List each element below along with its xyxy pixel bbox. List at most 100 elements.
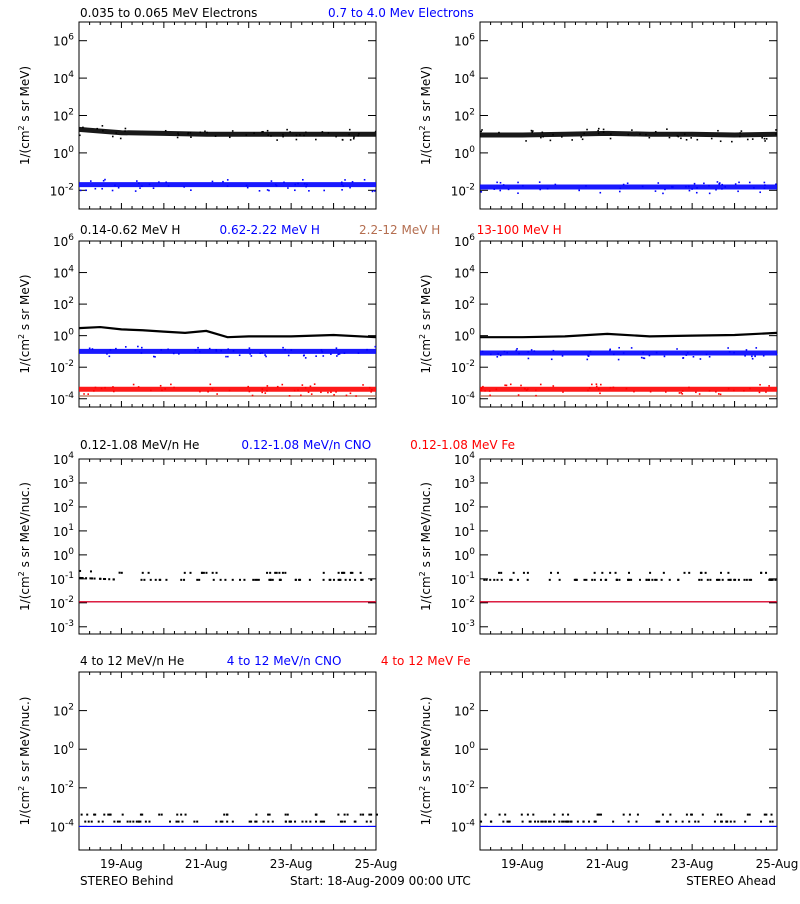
data-point [583, 578, 586, 581]
data-point [480, 389, 483, 392]
data-point [330, 391, 332, 394]
data-point [269, 571, 272, 574]
data-point [530, 349, 533, 351]
y-tick-label: 106 [454, 33, 475, 49]
data-point [655, 578, 658, 581]
data-point [698, 393, 701, 395]
data-point [688, 571, 691, 574]
data-point [631, 129, 633, 131]
legend-label: 0.12-1.08 MeV/n He [80, 438, 199, 452]
data-point [99, 577, 102, 580]
data-point [500, 578, 503, 581]
data-point [335, 135, 337, 138]
data-point [737, 578, 740, 581]
data-point [658, 820, 661, 823]
data-point [124, 346, 127, 348]
data-point [335, 347, 338, 349]
y-tick-label: 100 [454, 145, 475, 161]
data-point [743, 578, 746, 581]
data-point [552, 133, 554, 136]
data-point [657, 182, 660, 184]
data-point [769, 820, 772, 823]
data-point [622, 813, 625, 816]
data-point [526, 571, 529, 574]
data-point [278, 571, 281, 574]
data-point [480, 387, 483, 389]
data-point [561, 355, 564, 357]
data-point [533, 350, 536, 352]
data-point [94, 386, 97, 389]
data-point [485, 578, 488, 581]
y-tick-label: 101 [53, 523, 74, 539]
data-point [676, 135, 679, 137]
data-point [167, 185, 170, 187]
data-point [547, 820, 550, 823]
data-point [586, 358, 589, 361]
data-point [81, 577, 84, 580]
data-point [177, 132, 179, 134]
data-point [701, 813, 704, 816]
data-point [750, 578, 753, 581]
data-point [751, 138, 754, 140]
y-tick-label: 10-2 [50, 359, 74, 375]
data-point [692, 355, 695, 358]
data-point [755, 347, 758, 349]
data-point [483, 578, 486, 581]
data-point [765, 571, 768, 574]
data-point [507, 820, 510, 823]
data-point [746, 813, 749, 816]
y-tick-label: 106 [454, 233, 475, 249]
data-point [489, 578, 492, 581]
data-point [570, 820, 573, 823]
data-point [516, 578, 519, 581]
data-point [716, 813, 719, 816]
data-point [132, 383, 135, 386]
data-point [112, 578, 115, 581]
data-point [622, 183, 625, 186]
data-point [668, 578, 671, 581]
data-point [101, 187, 103, 190]
data-point [204, 130, 206, 133]
data-point [194, 349, 197, 352]
data-point [274, 571, 277, 574]
x-tick-label: 25-Aug [756, 857, 799, 871]
data-point [618, 190, 621, 193]
y-tick-label: 100 [454, 741, 475, 757]
data-point [129, 820, 132, 823]
data-point [352, 137, 355, 140]
data-point [197, 346, 199, 349]
data-point [666, 128, 668, 130]
data-point [720, 820, 723, 823]
data-point [374, 345, 377, 348]
data-point [79, 134, 81, 137]
data-point [302, 178, 304, 181]
data-point [288, 395, 291, 397]
data-point [719, 140, 722, 143]
data-point [337, 578, 340, 581]
data-point [681, 820, 684, 823]
y-tick-label: 102 [454, 108, 475, 124]
data-point [295, 134, 298, 137]
data-point [134, 190, 137, 192]
data-point [727, 571, 730, 574]
data-point [580, 136, 582, 138]
data-point [278, 578, 281, 581]
data-point [275, 571, 278, 574]
x-tick-label: 25-Aug [355, 857, 398, 871]
data-point [677, 135, 680, 138]
data-point [630, 347, 633, 349]
data-point [556, 571, 559, 574]
data-point [252, 578, 255, 581]
data-point [365, 820, 368, 823]
data-point [284, 571, 287, 574]
data-point [527, 388, 529, 390]
y-tick-label: 100 [53, 547, 74, 563]
data-point [751, 357, 754, 360]
data-point [710, 137, 713, 140]
data-point [187, 131, 190, 134]
data-point [189, 571, 192, 574]
data-point [109, 349, 112, 351]
data-point [725, 820, 728, 823]
data-point [599, 392, 601, 395]
data-point [297, 182, 299, 185]
